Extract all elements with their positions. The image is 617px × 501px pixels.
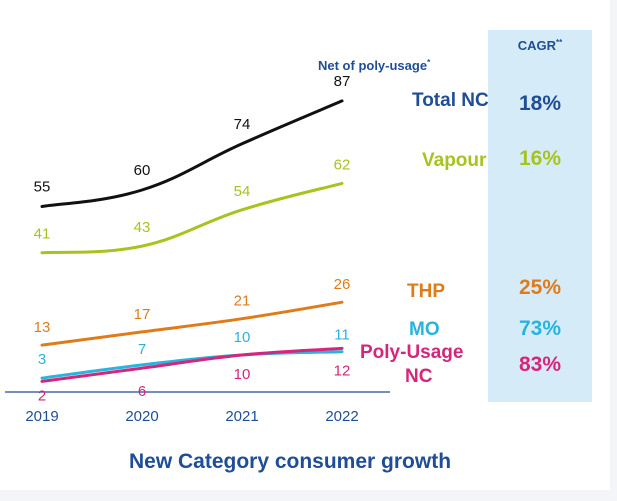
data-label-vapour-2022: 62 <box>334 156 351 173</box>
data-label-vapour-2021: 54 <box>234 183 251 200</box>
series-line-poly-usage-nc <box>40 346 344 383</box>
net-of-poly-usage-note: Net of poly-usage* <box>318 58 431 73</box>
data-label-poly-usage-nc-2021: 10 <box>234 366 251 383</box>
net-note-marker: * <box>427 58 431 67</box>
x-tick-2021: 2021 <box>225 408 258 425</box>
data-label-mo-2022: 11 <box>334 327 350 344</box>
data-label-poly-usage-nc-2020: 6 <box>138 383 146 400</box>
data-label-thp-2022: 26 <box>334 276 351 293</box>
chart-title: New Category consumer growth <box>129 450 451 473</box>
series-line-vapour <box>40 181 344 255</box>
data-label-mo-2021: 10 <box>234 329 251 346</box>
x-tick-2019: 2019 <box>25 408 58 425</box>
cagr-value-mo: 73% <box>519 317 561 340</box>
data-label-total-nc-2022: 87 <box>334 73 351 90</box>
data-label-total-nc-2020: 60 <box>134 162 151 179</box>
cagr-value-thp: 25% <box>519 276 561 299</box>
series-line-thp <box>40 300 344 347</box>
data-label-poly-usage-nc-2019: 2 <box>38 387 46 404</box>
cagr-header-marker: ** <box>556 38 563 47</box>
series-mo: 3 7 10 11 MO 73% <box>38 317 561 380</box>
series-vapour: 41 43 54 62 Vapour 16% <box>34 147 561 255</box>
cagr-column-background <box>488 30 592 402</box>
cagr-value-total-nc: 18% <box>519 92 561 115</box>
cagr-value-vapour: 16% <box>519 147 561 170</box>
series-poly-usage-nc: 2 6 10 12 Poly-Usage NC 83% <box>38 342 562 404</box>
net-note-text: Net of poly-usage <box>318 58 427 73</box>
series-name-thp: THP <box>407 281 445 302</box>
series-line-total-nc <box>40 99 344 208</box>
data-label-vapour-2020: 43 <box>134 219 151 236</box>
x-tick-2020: 2020 <box>125 408 158 425</box>
series-name-vapour: Vapour <box>422 150 487 171</box>
data-label-mo-2019: 3 <box>38 351 46 368</box>
data-label-thp-2019: 13 <box>34 319 51 336</box>
x-tick-labels: 2019 2020 2021 2022 <box>25 408 358 425</box>
cagr-value-poly-usage-nc: 83% <box>519 353 561 376</box>
data-label-vapour-2019: 41 <box>34 226 51 243</box>
series-name-poly-usage-nc-line-1: Poly-Usage <box>360 342 463 363</box>
data-label-total-nc-2021: 74 <box>234 116 251 133</box>
chart-card: CAGR** Net of poly-usage* 55 60 74 87 Total … <box>0 0 610 490</box>
series-name-total-nc: Total NC <box>412 90 489 111</box>
data-label-thp-2020: 17 <box>134 306 151 323</box>
series-name-mo: MO <box>409 319 440 340</box>
series-name-poly-usage-nc-line-2: NC <box>405 366 433 387</box>
data-label-mo-2020: 7 <box>138 341 146 358</box>
x-tick-2022: 2022 <box>325 408 358 425</box>
data-label-total-nc-2019: 55 <box>34 179 51 196</box>
series-thp: 13 17 21 26 THP 25% <box>34 276 561 347</box>
series-total-nc: 55 60 74 87 Total NC 18% <box>34 73 561 208</box>
cagr-header: CAGR** <box>518 38 563 53</box>
series-line-mo <box>40 350 344 380</box>
data-label-thp-2021: 21 <box>234 293 251 310</box>
cagr-header-text: CAGR <box>518 38 557 53</box>
data-label-poly-usage-nc-2022: 12 <box>334 362 351 379</box>
